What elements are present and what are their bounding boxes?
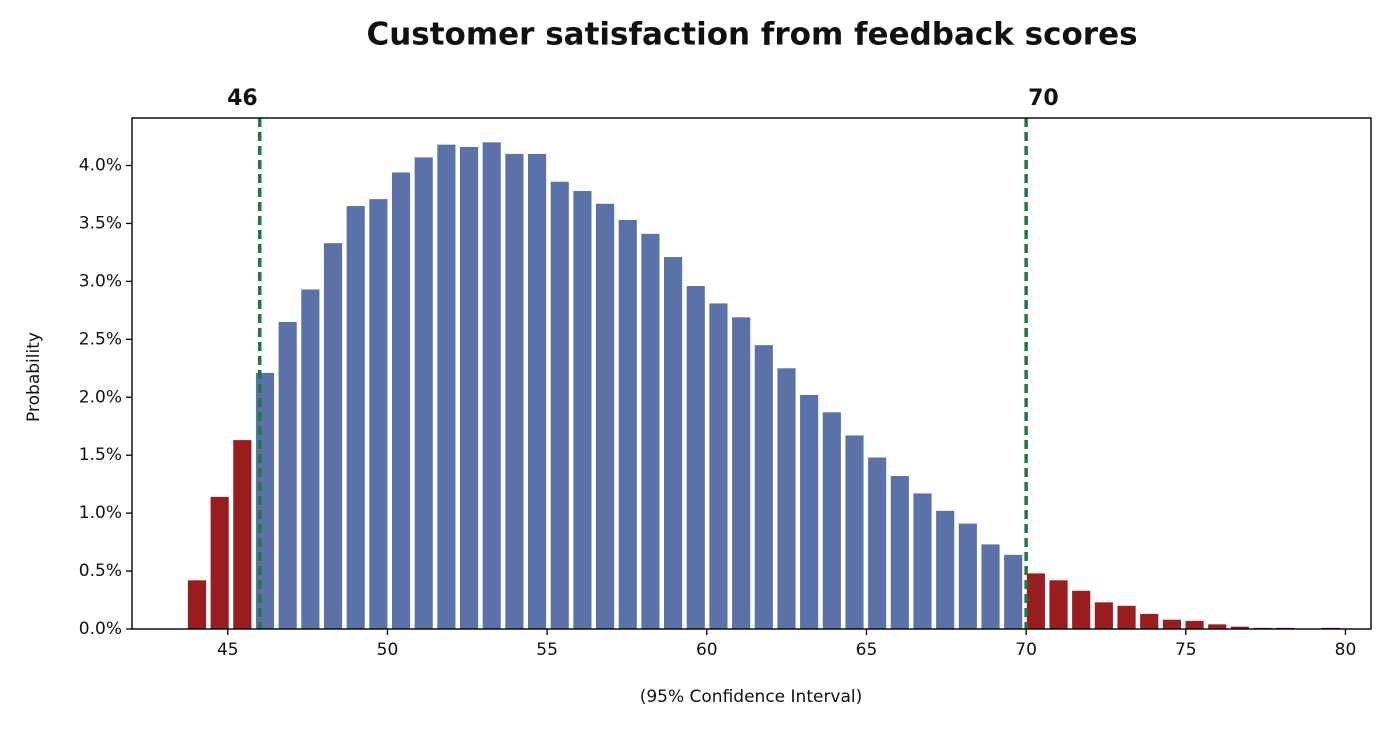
x-axis-label: (95% Confidence Interval) xyxy=(640,687,863,707)
bar xyxy=(1208,624,1227,629)
bar xyxy=(845,435,864,629)
bar xyxy=(459,146,479,629)
x-tick-label: 60 xyxy=(696,640,718,660)
bar xyxy=(255,372,275,629)
bar xyxy=(1185,620,1204,629)
bar xyxy=(913,493,932,629)
bar xyxy=(1004,554,1023,629)
bar xyxy=(958,523,977,629)
x-tick-label: 75 xyxy=(1175,640,1197,660)
bar xyxy=(278,321,297,629)
bar xyxy=(482,142,501,630)
bar xyxy=(800,394,819,629)
bar xyxy=(1049,580,1068,629)
x-tick-label: 50 xyxy=(377,640,399,660)
bar xyxy=(233,440,252,629)
bar xyxy=(981,544,1000,629)
bar xyxy=(890,476,909,629)
x-tick-label: 55 xyxy=(536,640,558,660)
bar xyxy=(391,172,411,629)
bar xyxy=(1026,573,1045,629)
interval-label: 70 xyxy=(1028,86,1059,111)
y-tick-label: 1.5% xyxy=(79,445,122,465)
bar xyxy=(754,345,773,629)
y-axis-label: Probability xyxy=(24,332,44,422)
bar xyxy=(301,289,320,629)
x-tick-label: 45 xyxy=(217,640,239,660)
bar xyxy=(596,203,615,629)
bar xyxy=(709,303,728,629)
bar xyxy=(528,153,547,629)
y-tick-label: 0.5% xyxy=(79,561,122,581)
bar xyxy=(686,286,705,629)
bar xyxy=(777,368,796,629)
bar xyxy=(187,580,207,629)
bar xyxy=(1072,590,1091,629)
y-tick-label: 3.0% xyxy=(79,271,122,291)
bar xyxy=(822,412,841,629)
bar xyxy=(1117,605,1136,629)
bar xyxy=(1230,626,1249,629)
interval-label: 46 xyxy=(227,86,258,111)
chart-title: Customer satisfaction from feedback scor… xyxy=(366,17,1137,53)
bar xyxy=(210,496,229,629)
bar xyxy=(323,243,343,629)
y-tick-label: 2.0% xyxy=(79,387,122,407)
bar xyxy=(1162,619,1181,629)
bar xyxy=(936,510,955,629)
bar xyxy=(618,219,637,629)
bar xyxy=(664,257,683,629)
bar xyxy=(550,181,569,629)
y-tick-label: 4.0% xyxy=(79,156,122,176)
y-tick-label: 2.5% xyxy=(79,329,122,349)
y-tick-label: 3.5% xyxy=(79,213,122,233)
x-tick-label: 70 xyxy=(1015,640,1037,660)
bar xyxy=(868,457,887,629)
bar xyxy=(437,144,456,629)
bar xyxy=(346,206,365,630)
y-tick-label: 0.0% xyxy=(79,619,122,639)
bar xyxy=(1140,613,1159,629)
plot-frame xyxy=(131,117,1372,630)
bar xyxy=(369,199,388,629)
bar xyxy=(573,191,592,629)
bar xyxy=(641,233,660,629)
bar xyxy=(1094,602,1113,629)
bar xyxy=(505,153,524,629)
bar xyxy=(732,317,751,629)
bar xyxy=(414,157,433,629)
x-tick-label: 65 xyxy=(856,640,878,660)
x-tick-label: 80 xyxy=(1335,640,1357,660)
y-tick-label: 1.0% xyxy=(79,503,122,523)
